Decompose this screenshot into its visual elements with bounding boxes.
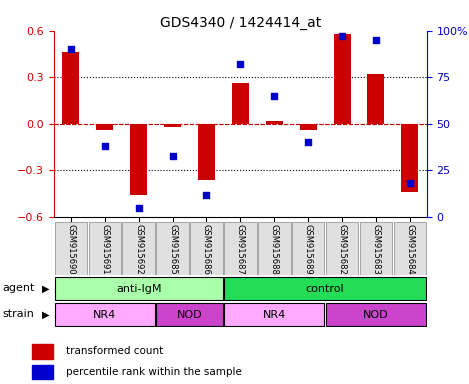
FancyBboxPatch shape xyxy=(190,222,223,275)
Bar xyxy=(232,83,249,124)
Text: GSM915692: GSM915692 xyxy=(134,224,143,275)
FancyBboxPatch shape xyxy=(156,222,189,275)
Point xyxy=(406,180,414,187)
Text: agent: agent xyxy=(2,283,35,293)
Bar xyxy=(96,124,113,130)
Text: GSM915684: GSM915684 xyxy=(405,224,414,275)
Text: NR4: NR4 xyxy=(263,310,286,320)
FancyBboxPatch shape xyxy=(292,222,325,275)
Point xyxy=(203,192,210,198)
Text: transformed count: transformed count xyxy=(66,346,163,356)
Bar xyxy=(300,124,317,130)
FancyBboxPatch shape xyxy=(54,222,87,275)
Bar xyxy=(164,124,181,127)
Text: percentile rank within the sample: percentile rank within the sample xyxy=(66,367,242,377)
Text: ▶: ▶ xyxy=(42,283,50,293)
Text: GSM915687: GSM915687 xyxy=(236,224,245,275)
Bar xyxy=(401,124,418,192)
Text: GSM915682: GSM915682 xyxy=(338,224,347,275)
FancyBboxPatch shape xyxy=(224,277,426,300)
FancyBboxPatch shape xyxy=(326,303,426,326)
Text: NOD: NOD xyxy=(177,310,202,320)
Text: GSM915689: GSM915689 xyxy=(303,224,313,275)
Point xyxy=(236,61,244,67)
Bar xyxy=(62,53,79,124)
Text: GSM915683: GSM915683 xyxy=(371,224,380,275)
Text: anti-IgM: anti-IgM xyxy=(116,283,161,294)
FancyBboxPatch shape xyxy=(156,303,223,326)
Text: GSM915686: GSM915686 xyxy=(202,224,211,275)
FancyBboxPatch shape xyxy=(326,222,358,275)
Point xyxy=(304,139,312,146)
FancyBboxPatch shape xyxy=(224,222,257,275)
Point xyxy=(67,46,75,53)
FancyBboxPatch shape xyxy=(224,303,325,326)
Bar xyxy=(198,124,215,180)
Text: GSM915688: GSM915688 xyxy=(270,224,279,275)
Point xyxy=(101,143,108,149)
Bar xyxy=(130,124,147,195)
Point xyxy=(169,152,176,159)
Text: strain: strain xyxy=(2,310,34,319)
Bar xyxy=(368,74,385,124)
Text: control: control xyxy=(306,283,344,294)
FancyBboxPatch shape xyxy=(54,277,223,300)
Point xyxy=(135,205,143,211)
Bar xyxy=(266,121,283,124)
FancyBboxPatch shape xyxy=(89,222,121,275)
FancyBboxPatch shape xyxy=(54,303,155,326)
Text: GSM915691: GSM915691 xyxy=(100,224,109,275)
Point xyxy=(338,33,346,40)
Text: GSM915690: GSM915690 xyxy=(67,224,76,275)
FancyBboxPatch shape xyxy=(360,222,392,275)
FancyBboxPatch shape xyxy=(393,222,426,275)
Bar xyxy=(32,365,53,379)
FancyBboxPatch shape xyxy=(122,222,155,275)
Point xyxy=(372,37,380,43)
Bar xyxy=(32,344,53,359)
Text: ▶: ▶ xyxy=(42,310,50,319)
Text: NOD: NOD xyxy=(363,310,389,320)
Point xyxy=(271,93,278,99)
Title: GDS4340 / 1424414_at: GDS4340 / 1424414_at xyxy=(160,16,321,30)
Text: GSM915685: GSM915685 xyxy=(168,224,177,275)
Text: NR4: NR4 xyxy=(93,310,116,320)
Bar xyxy=(333,34,350,124)
FancyBboxPatch shape xyxy=(258,222,290,275)
